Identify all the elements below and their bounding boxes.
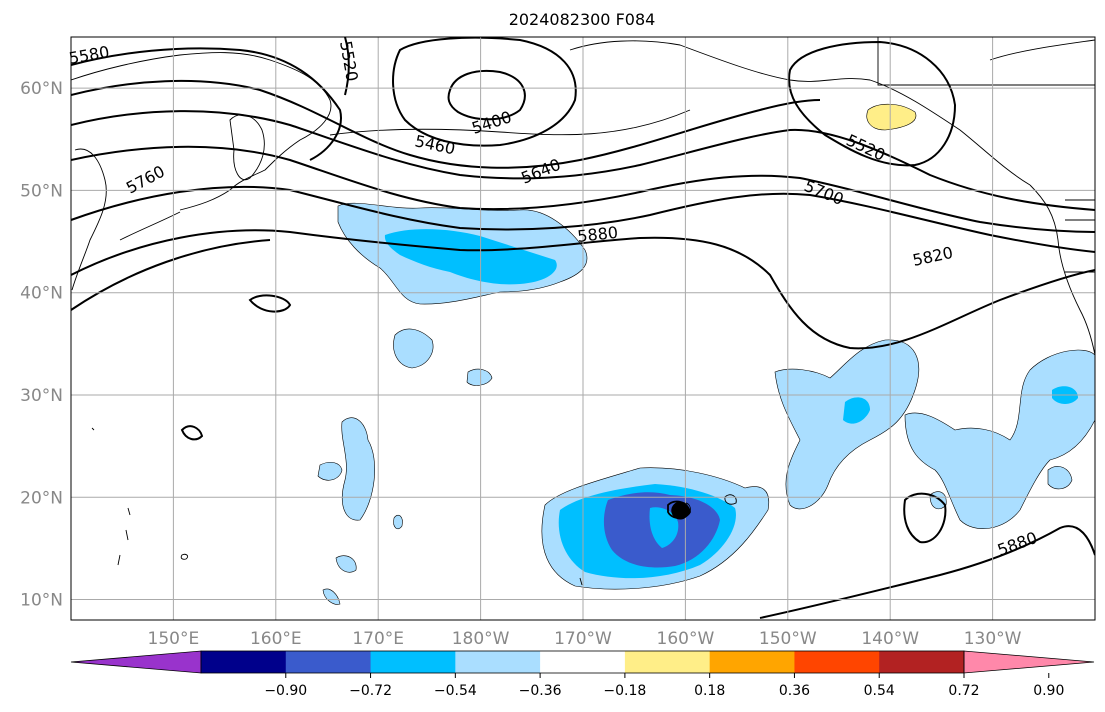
anomaly-region-alaska-positive [866, 103, 917, 131]
colorbar-tick-label: −0.90 [264, 683, 307, 699]
contour-closed-1 [248, 294, 292, 313]
colorbar-tick-labels: −0.90 −0.72 −0.54 −0.36 −0.18 0.18 0.36 0.54 0.7… [264, 673, 1064, 699]
colorbar-segment [370, 651, 456, 673]
contour-5760 [71, 145, 1095, 233]
coast-alaska [569, 40, 1031, 186]
colorbar-tick-label: 0.54 [864, 683, 895, 699]
anomaly-region-north-core [384, 229, 557, 285]
contour-5820 [71, 229, 1095, 350]
colorbar-segment [455, 651, 541, 673]
anomaly-region-small-2 [466, 368, 493, 386]
lon-tick-label: 150°W [759, 629, 817, 649]
colorbar-segment [794, 651, 880, 673]
colorbar-tick-label: −0.72 [349, 683, 392, 699]
coast-island-3 [117, 507, 131, 566]
colorbar-frame [200, 650, 965, 674]
lon-tick-label: 170°W [554, 629, 612, 649]
lon-tick-label: 150°E [148, 629, 200, 649]
contour-5700 [71, 185, 1095, 253]
lat-tick-label: 30°N [20, 386, 63, 406]
anomaly-region-small-5 [393, 514, 403, 530]
coast-canada [989, 39, 1095, 61]
contour-5880-south [759, 525, 1095, 619]
contour-5520-alaska [788, 40, 957, 167]
longitude-labels: 150°E 160°E 170°E 180°W 170°W 160°W 150°W 140°W… [148, 629, 1022, 649]
lon-tick-label: 170°E [352, 629, 404, 649]
colorbar-tick-label: −0.54 [434, 683, 477, 699]
map-frame [70, 36, 1096, 621]
figure-title: 2024082300 F084 [509, 10, 656, 29]
contour-5460 [392, 37, 577, 147]
anomaly-region-east-core [843, 397, 870, 424]
anomaly-region-east-3 [1047, 466, 1073, 490]
contour-label: 5880 [576, 223, 618, 246]
anomaly-region-small-3 [341, 417, 375, 521]
contour-closed-3 [903, 492, 947, 544]
anomaly-region-small-1 [393, 328, 434, 369]
colorbar-tick-label: −0.36 [519, 683, 562, 699]
lon-tick-label: 130°W [964, 629, 1022, 649]
coast-island-4 [579, 577, 583, 586]
coast-island-2 [91, 427, 95, 431]
shading-layer [317, 103, 1095, 605]
lon-tick-label: 180°W [452, 629, 510, 649]
contour-5640b [71, 110, 1095, 211]
contour-5520-west [344, 37, 350, 96]
coast-island-1 [180, 553, 189, 560]
anomaly-region-small-6 [335, 555, 357, 573]
lon-tick-label: 160°E [250, 629, 302, 649]
colorbar-extend-high [963, 650, 1095, 674]
colorbar-segment [540, 651, 626, 673]
colorbar-segment [285, 651, 372, 673]
colorbar-tick-label: 0.90 [1033, 683, 1064, 699]
coast-northamerica [1029, 184, 1095, 356]
lat-tick-label: 20°N [20, 488, 63, 508]
coast-hawaii-1 [724, 494, 737, 505]
colorbar-segment [201, 651, 287, 673]
lon-tick-label: 160°W [657, 629, 715, 649]
colorbar-tick-label: −0.18 [603, 683, 646, 699]
colorbar-extend-low [70, 650, 202, 674]
coast-aleutians [329, 109, 691, 136]
coast-asia [71, 52, 332, 211]
storm-marker-icon [671, 501, 690, 520]
anomaly-region-hawaii-hole [649, 507, 679, 548]
contour-5880-west [71, 239, 271, 311]
lon-tick-label: 140°W [861, 629, 919, 649]
colorbar-segment [624, 651, 711, 673]
graticule [71, 37, 1095, 620]
colorbar-tick-label: 0.18 [694, 683, 725, 699]
contour-closed-2 [180, 425, 204, 441]
colorbar-segment [709, 651, 795, 673]
anomaly-region-small-7 [322, 588, 341, 605]
lat-tick-label: 50°N [20, 181, 63, 201]
colorbar-tick-label: 0.72 [948, 683, 979, 699]
lat-tick-label: 60°N [20, 79, 63, 99]
lat-tick-label: 40°N [20, 284, 63, 304]
anomaly-region-east [774, 339, 919, 510]
colorbar-tick-label: 0.36 [779, 683, 810, 699]
lat-tick-label: 10°N [20, 591, 63, 611]
colorbar-segment [879, 651, 965, 673]
latitude-labels: 10°N 20°N 30°N 40°N 50°N 60°N [20, 79, 63, 610]
anomaly-region-small-4 [317, 461, 343, 481]
coast-kurils [119, 211, 181, 241]
contour-5580 [71, 47, 342, 161]
storm-marker-contour [667, 500, 691, 519]
colorbar [70, 650, 1095, 674]
contour-5640 [71, 79, 821, 169]
coast-bc-border [877, 37, 1095, 86]
